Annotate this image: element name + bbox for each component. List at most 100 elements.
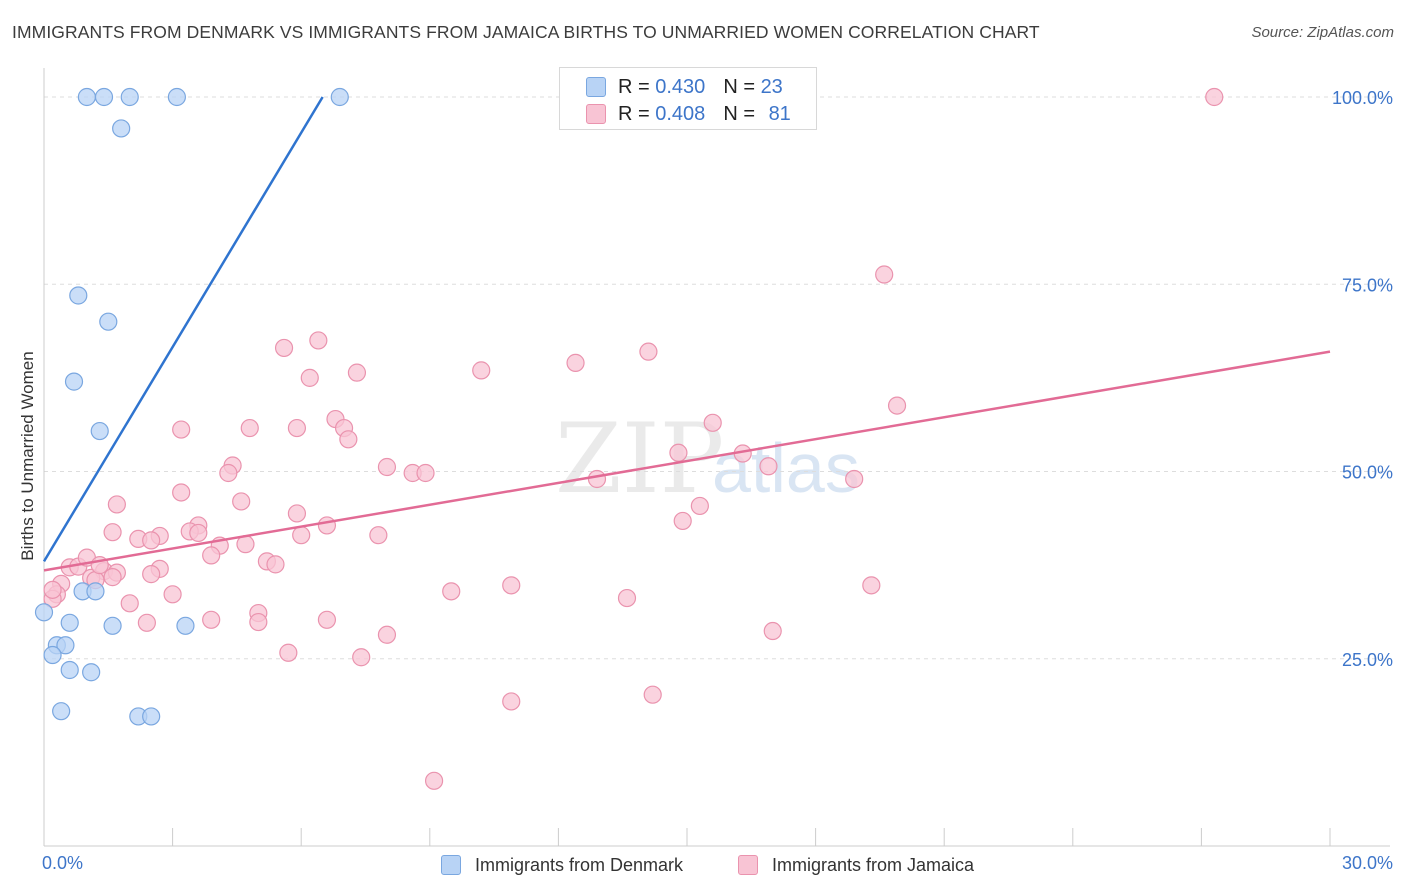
jamaica-point (887, 396, 907, 415)
grid (44, 96, 1390, 660)
denmark-point (86, 582, 105, 601)
denmark-point (120, 87, 139, 107)
x-tick-label-max: 30.0% (1341, 853, 1393, 873)
jamaica-point (416, 463, 435, 483)
legend-r-label: R = (618, 102, 656, 125)
jamaica-point (172, 420, 191, 439)
watermark: ZIP atlas (555, 403, 860, 515)
jamaica-point (249, 612, 268, 632)
bottom-legend-swatch-denmark (441, 855, 461, 875)
denmark-point (82, 663, 101, 682)
jamaica-point (120, 594, 139, 613)
jamaica-point (274, 338, 294, 358)
jamaica-point (369, 526, 388, 545)
jamaica-point (103, 568, 122, 587)
jamaica-point (472, 361, 491, 380)
jamaica-point (377, 457, 397, 477)
trend-lines (42, 96, 1331, 572)
jamaica-point (287, 504, 307, 523)
y-tick-label: 50.0% (1342, 463, 1393, 483)
jamaica-point (103, 523, 122, 542)
x-tick-label-min: 0.0% (42, 853, 84, 873)
jamaica-point (377, 625, 397, 644)
legend: R = 0.430 N = 23 R = 0.408 N = 81 (559, 67, 817, 130)
jamaica-point (202, 546, 221, 565)
legend-r-value: 0.430 (655, 75, 706, 98)
jamaica-point (703, 413, 722, 432)
denmark-point (90, 421, 109, 441)
jamaica-point (502, 692, 521, 711)
jamaica-point (232, 492, 251, 511)
denmark-point (77, 87, 96, 107)
denmark-point (56, 636, 75, 655)
denmark-points (34, 87, 349, 726)
denmark-point (112, 119, 131, 138)
denmark-trend-line (42, 96, 324, 563)
legend-swatch-denmark (586, 77, 606, 97)
denmark-point (64, 372, 84, 391)
source-label: Source: ZipAtlas.com (1251, 24, 1394, 41)
legend-n-value: 23 (760, 75, 783, 98)
denmark-point (94, 87, 114, 107)
denmark-point (60, 660, 79, 680)
legend-n-label: N = (723, 75, 761, 98)
denmark-point (176, 616, 195, 635)
jamaica-point (137, 613, 156, 632)
jamaica-point (309, 331, 328, 350)
bottom-legend-denmark: Immigrants from Denmark (441, 852, 683, 878)
denmark-point (330, 87, 349, 107)
jamaica-point (202, 610, 221, 629)
jamaica-point (875, 265, 894, 284)
jamaica-point (502, 576, 521, 595)
jamaica-point (352, 648, 371, 667)
jamaica-point (763, 621, 782, 641)
legend-n-label: N = (723, 102, 761, 125)
jamaica-point (587, 469, 607, 489)
jamaica-point (690, 496, 709, 516)
denmark-point (34, 603, 54, 622)
jamaica-point (287, 418, 307, 438)
jamaica-point (424, 771, 444, 790)
jamaica-point (759, 457, 778, 476)
jamaica-point (142, 531, 161, 550)
jamaica-point (43, 580, 62, 599)
jamaica-trend-line (43, 350, 1331, 572)
jamaica-point (189, 523, 208, 543)
jamaica-point (617, 588, 637, 608)
jamaica-point (240, 418, 259, 438)
jamaica-point (643, 685, 662, 704)
jamaica-point (566, 353, 585, 372)
bottom-legend-swatch-jamaica (738, 855, 758, 875)
denmark-point (99, 312, 118, 331)
y-tick-label: 25.0% (1342, 650, 1393, 670)
jamaica-point (142, 565, 161, 584)
jamaica-point (845, 469, 864, 489)
y-axis-label: Births to Unmarried Women (18, 351, 37, 561)
bottom-legend-label-denmark: Immigrants from Denmark (475, 854, 684, 875)
jamaica-point (317, 610, 337, 629)
legend-row-jamaica: R = 0.408 N = 81 (586, 101, 791, 127)
denmark-point (103, 616, 122, 635)
jamaica-point (339, 430, 358, 449)
bottom-legend-jamaica: Immigrants from Jamaica (738, 852, 974, 878)
jamaica-point (163, 585, 182, 604)
y-tick-label: 75.0% (1342, 275, 1393, 295)
jamaica-point (317, 516, 337, 535)
denmark-point (69, 286, 88, 305)
jamaica-point (673, 511, 692, 531)
denmark-point (60, 613, 79, 632)
jamaica-point (669, 443, 688, 462)
jamaica-point (266, 555, 285, 574)
jamaica-point (172, 483, 191, 502)
jamaica-point (862, 576, 881, 595)
bottom-legend-label-jamaica: Immigrants from Jamaica (772, 854, 975, 875)
y-tick-label: 100.0% (1332, 88, 1393, 108)
jamaica-point (442, 582, 461, 601)
denmark-point (142, 707, 161, 726)
axes (43, 68, 1390, 847)
legend-n-value: 81 (768, 102, 791, 125)
jamaica-point (219, 463, 238, 483)
legend-r-value: 0.408 (655, 102, 706, 125)
legend-row-denmark: R = 0.430 N = 23 (586, 74, 783, 100)
